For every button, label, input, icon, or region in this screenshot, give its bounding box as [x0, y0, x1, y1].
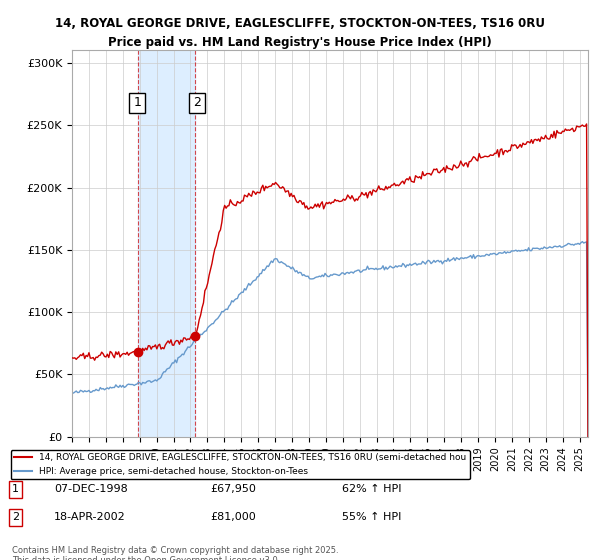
- Text: 1: 1: [133, 96, 141, 110]
- Text: 18-APR-2002: 18-APR-2002: [54, 512, 126, 522]
- Text: 62% ↑ HPI: 62% ↑ HPI: [342, 484, 401, 494]
- Text: 1: 1: [12, 484, 19, 494]
- Text: £67,950: £67,950: [210, 484, 256, 494]
- Text: Price paid vs. HM Land Registry's House Price Index (HPI): Price paid vs. HM Land Registry's House …: [108, 36, 492, 49]
- Text: Contains HM Land Registry data © Crown copyright and database right 2025.
This d: Contains HM Land Registry data © Crown c…: [12, 546, 338, 560]
- Text: 2: 2: [12, 512, 19, 522]
- Text: £81,000: £81,000: [210, 512, 256, 522]
- Text: 07-DEC-1998: 07-DEC-1998: [54, 484, 128, 494]
- Bar: [138, 50, 194, 437]
- Legend: 14, ROYAL GEORGE DRIVE, EAGLESCLIFFE, STOCKTON-ON-TEES, TS16 0RU (semi-detached : 14, ROYAL GEORGE DRIVE, EAGLESCLIFFE, ST…: [11, 450, 470, 479]
- Text: 2: 2: [193, 96, 201, 110]
- Text: 14, ROYAL GEORGE DRIVE, EAGLESCLIFFE, STOCKTON-ON-TEES, TS16 0RU: 14, ROYAL GEORGE DRIVE, EAGLESCLIFFE, ST…: [55, 17, 545, 30]
- Text: 55% ↑ HPI: 55% ↑ HPI: [342, 512, 401, 522]
